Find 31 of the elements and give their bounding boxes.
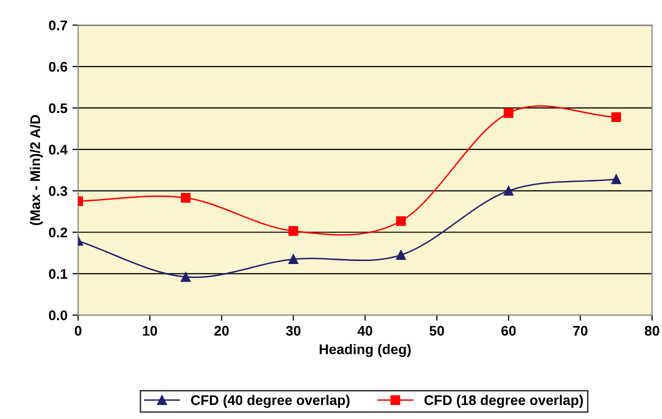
x-tick-label: 50 [430, 326, 444, 336]
y-tick-label: 0.2 [48, 228, 68, 238]
y-tick-label: 0.4 [48, 144, 68, 155]
point [288, 226, 298, 236]
y-tick-label: 0.0 [48, 310, 68, 320]
x-tick-label: 0 [74, 326, 82, 336]
point [180, 272, 191, 282]
point [504, 108, 514, 118]
x-tick-label: 20 [214, 326, 229, 336]
legend-label: CFD (40 degree overlap) [191, 394, 350, 408]
point [288, 254, 298, 264]
x-tick-label: 30 [286, 326, 301, 336]
x-tick-label: 40 [358, 326, 372, 336]
x-tick-label: 80 [644, 326, 660, 336]
legend-label: CFD (18 degree overlap) [424, 394, 583, 408]
point [611, 174, 622, 184]
x-tick-label: 60 [501, 326, 516, 336]
point [504, 186, 514, 196]
x-tick-label: 10 [143, 326, 158, 336]
point [396, 250, 406, 260]
y-tick-label: 0.3 [48, 186, 68, 196]
y-tick-label: 0.6 [48, 62, 68, 72]
y-tick-label: 0.7 [48, 20, 68, 30]
point [396, 216, 406, 226]
x-tick-label: 70 [573, 326, 588, 336]
point [180, 193, 191, 203]
point [611, 112, 622, 122]
x-axis-title: Heading (deg) [320, 344, 411, 358]
y-tick-label: 0.1 [48, 269, 68, 279]
y-tick-label: 0.5 [48, 103, 68, 114]
y-axis-title: (Max - Min)/2 A/D [30, 115, 43, 226]
